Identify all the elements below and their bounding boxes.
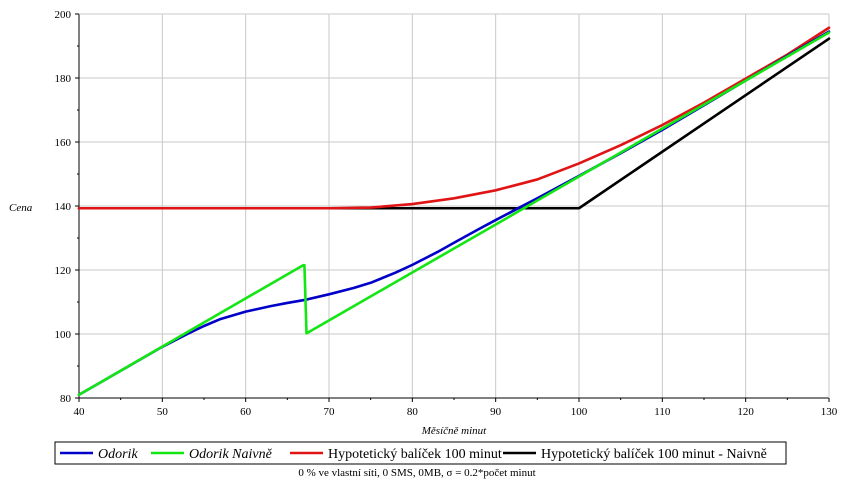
axes: 40 50 60 70 80 90 100 110 120 130 80 100 120 140 160 18… bbox=[55, 9, 838, 418]
y-tick-label: 160 bbox=[55, 137, 72, 149]
x-tick-label: 50 bbox=[157, 406, 169, 418]
x-tick-label: 70 bbox=[324, 406, 336, 418]
series-line-4 bbox=[77, 37, 831, 210]
x-tick-label: 80 bbox=[407, 406, 419, 418]
y-tick-label: 120 bbox=[55, 265, 72, 277]
y-tick-label: 140 bbox=[55, 201, 72, 213]
y-tick-label: 200 bbox=[55, 9, 72, 21]
x-tick-label: 40 bbox=[74, 406, 86, 418]
legend-label-4: Hypotetický balíček 100 minut - Naivně bbox=[541, 447, 767, 462]
legend-label-3: Hypotetický balíček 100 minut bbox=[328, 447, 502, 462]
y-tick-label: 180 bbox=[55, 73, 72, 85]
legend-box bbox=[54, 441, 787, 465]
grid bbox=[79, 14, 829, 398]
series-layer bbox=[77, 26, 831, 397]
legend-label-2: Odorik Naivně bbox=[189, 447, 273, 462]
x-tick-label: 130 bbox=[821, 406, 838, 418]
x-axis-label: Měsíčně minut bbox=[421, 425, 487, 437]
series-line-2 bbox=[77, 31, 831, 397]
x-tick-label: 120 bbox=[737, 406, 754, 418]
x-tick-label: 110 bbox=[654, 406, 671, 418]
legend-label-1: Odorik bbox=[98, 447, 138, 462]
x-tick-label: 60 bbox=[240, 406, 252, 418]
x-tick-label: 100 bbox=[571, 406, 588, 418]
legend: Odorik Odorik Naivně Hypotetický balíček 1… bbox=[54, 441, 787, 465]
y-axis-label: Cena bbox=[9, 202, 33, 214]
series-line-1 bbox=[77, 30, 831, 397]
series-line-3 bbox=[77, 26, 831, 210]
y-tick-label: 100 bbox=[55, 329, 72, 341]
x-tick-label: 90 bbox=[490, 406, 502, 418]
y-tick-label: 80 bbox=[60, 393, 72, 405]
chart-caption: 0 % ve vlastní síti, 0 SMS, 0MB, σ = 0.2… bbox=[298, 467, 535, 479]
